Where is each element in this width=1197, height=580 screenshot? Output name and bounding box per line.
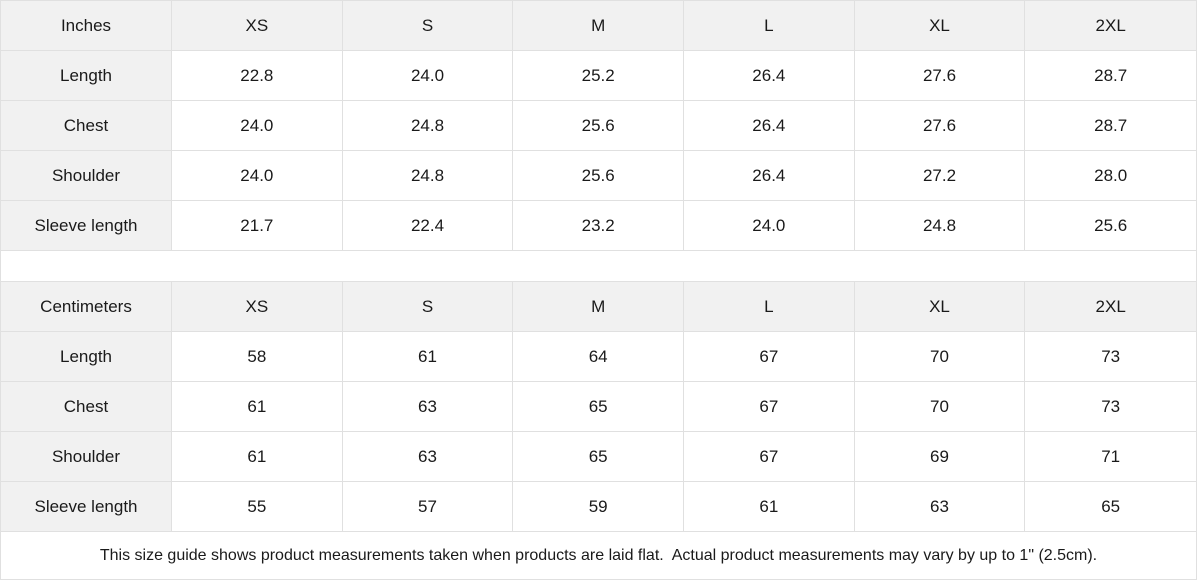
value-cell: 70 (854, 332, 1026, 382)
value-cell: 69 (854, 432, 1026, 482)
value-cell: 25.6 (1025, 201, 1196, 251)
value-cell: 65 (1025, 482, 1196, 532)
value-cell: 22.8 (172, 51, 343, 101)
value-cell: 59 (513, 482, 684, 532)
value-cell: 22.4 (342, 201, 514, 251)
size-header-s: S (342, 282, 514, 332)
value-cell: 27.6 (854, 101, 1026, 151)
value-cell: 65 (513, 382, 684, 432)
row-label-chest: Chest (1, 101, 172, 151)
size-table-centimeters: Centimeters XS S M L XL 2XL Length 58 61… (1, 282, 1196, 532)
value-cell: 63 (342, 432, 514, 482)
row-label-sleeve-length: Sleeve length (1, 201, 172, 251)
unit-header-inches: Inches (1, 1, 172, 51)
value-cell: 26.4 (684, 101, 855, 151)
size-header-2xl: 2XL (1025, 282, 1196, 332)
value-cell: 67 (684, 382, 855, 432)
value-cell: 67 (684, 332, 855, 382)
size-header-xl: XL (854, 1, 1026, 51)
value-cell: 24.8 (854, 201, 1026, 251)
size-header-2xl: 2XL (1025, 1, 1196, 51)
size-table-inches: Inches XS S M L XL 2XL Length 22.8 24.0 … (1, 1, 1196, 251)
value-cell: 28.0 (1025, 151, 1196, 201)
value-cell: 24.0 (172, 101, 343, 151)
row-label-shoulder: Shoulder (1, 432, 172, 482)
size-header-m: M (513, 1, 684, 51)
size-header-l: L (684, 282, 855, 332)
value-cell: 27.2 (854, 151, 1026, 201)
footer: This size guide shows product measuremen… (1, 532, 1196, 579)
value-cell: 67 (684, 432, 855, 482)
value-cell: 24.0 (342, 51, 514, 101)
value-cell: 57 (342, 482, 514, 532)
value-cell: 28.7 (1025, 51, 1196, 101)
value-cell: 63 (854, 482, 1026, 532)
value-cell: 24.0 (684, 201, 855, 251)
value-cell: 70 (854, 382, 1026, 432)
value-cell: 24.8 (342, 151, 514, 201)
value-cell: 71 (1025, 432, 1196, 482)
row-label-shoulder: Shoulder (1, 151, 172, 201)
size-header-xl: XL (854, 282, 1026, 332)
value-cell: 58 (172, 332, 343, 382)
value-cell: 24.0 (172, 151, 343, 201)
value-cell: 24.8 (342, 101, 514, 151)
value-cell: 61 (172, 432, 343, 482)
value-cell: 26.4 (684, 151, 855, 201)
size-header-xs: XS (172, 1, 343, 51)
value-cell: 21.7 (172, 201, 343, 251)
size-header-xs: XS (172, 282, 343, 332)
value-cell: 55 (172, 482, 343, 532)
row-label-sleeve-length: Sleeve length (1, 482, 172, 532)
value-cell: 61 (684, 482, 855, 532)
value-cell: 73 (1025, 332, 1196, 382)
value-cell: 27.6 (854, 51, 1026, 101)
footer-note: This size guide shows product measuremen… (99, 546, 1098, 564)
value-cell: 61 (172, 382, 343, 432)
value-cell: 25.6 (513, 151, 684, 201)
value-cell: 65 (513, 432, 684, 482)
unit-header-centimeters: Centimeters (1, 282, 172, 332)
value-cell: 64 (513, 332, 684, 382)
row-label-length: Length (1, 332, 172, 382)
size-header-l: L (684, 1, 855, 51)
value-cell: 23.2 (513, 201, 684, 251)
value-cell: 26.4 (684, 51, 855, 101)
value-cell: 25.2 (513, 51, 684, 101)
value-cell: 25.6 (513, 101, 684, 151)
size-header-s: S (342, 1, 514, 51)
table-spacer (1, 251, 1196, 282)
value-cell: 61 (342, 332, 514, 382)
row-label-chest: Chest (1, 382, 172, 432)
value-cell: 28.7 (1025, 101, 1196, 151)
value-cell: 63 (342, 382, 514, 432)
row-label-length: Length (1, 51, 172, 101)
value-cell: 73 (1025, 382, 1196, 432)
size-header-m: M (513, 282, 684, 332)
